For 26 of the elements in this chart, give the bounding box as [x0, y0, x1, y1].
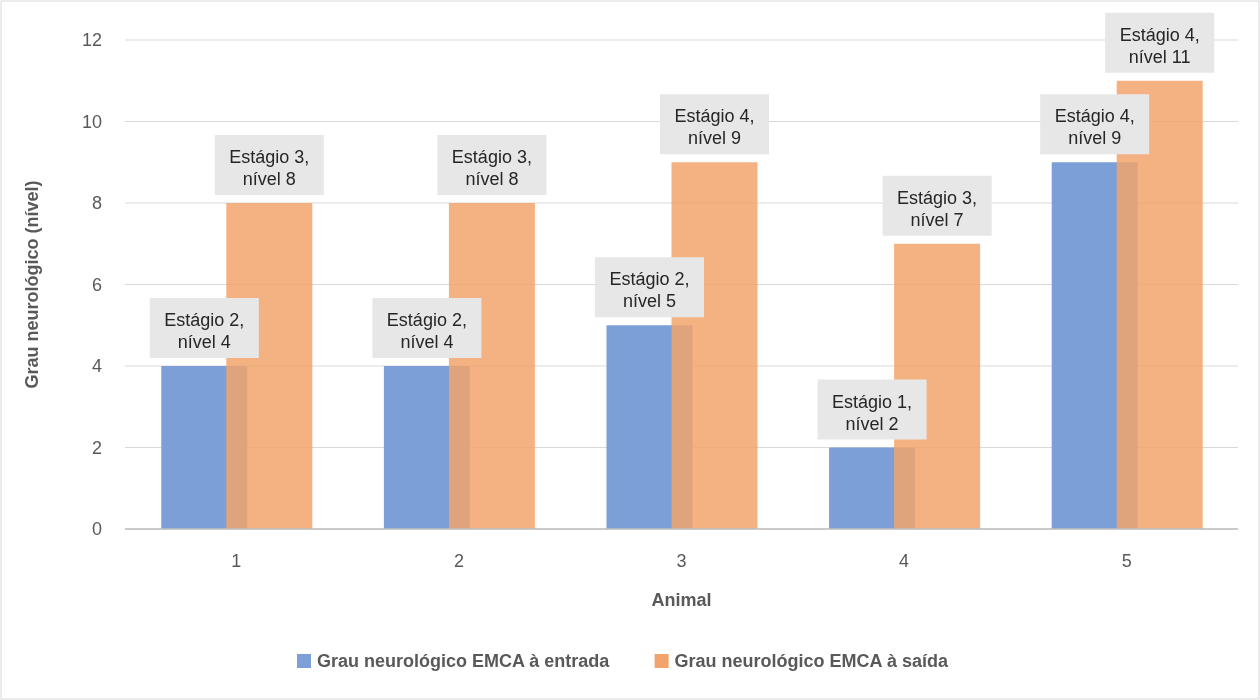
y-tick-label: 10 [81, 111, 102, 132]
y-tick-label: 12 [81, 30, 102, 50]
data-label: Estágio 2, nível 4 [164, 310, 245, 352]
data-label: Estágio 2, nível 5 [609, 269, 690, 312]
y-tick-label: 0 [91, 519, 102, 539]
x-tick-label: 3 [676, 551, 687, 571]
data-label: Estágio 2, nível 4 [386, 310, 467, 352]
data-label: Estágio 3, nível 7 [897, 187, 978, 230]
x-tick-label: 2 [453, 551, 464, 571]
y-tick-label: 6 [91, 274, 102, 295]
data-label: Estágio 3, nível 8 [451, 147, 532, 189]
y-tick-label: 8 [91, 193, 102, 213]
x-tick-label: 4 [899, 551, 910, 571]
x-tick-label: 1 [231, 551, 242, 571]
x-axis-title: Animal [651, 590, 712, 610]
x-tick-label: 5 [1121, 551, 1132, 571]
y-tick-label: 4 [91, 356, 102, 376]
y-axis-title: Grau neurológico (nível) [22, 180, 42, 389]
data-label: Estágio 4, nível 9 [674, 106, 755, 149]
legend-label: Grau neurológico EMCA à saída [674, 651, 949, 671]
data-label: Estágio 3, nível 8 [229, 147, 310, 189]
data-label: Estágio 4, nível 9 [1054, 106, 1135, 149]
data-label: Estágio 4, nível 11 [1119, 24, 1200, 67]
legend-label: Grau neurológico EMCA à entrada [317, 651, 611, 671]
data-label: Estágio 1, nível 2 [832, 391, 913, 434]
y-tick-label: 2 [91, 437, 102, 458]
